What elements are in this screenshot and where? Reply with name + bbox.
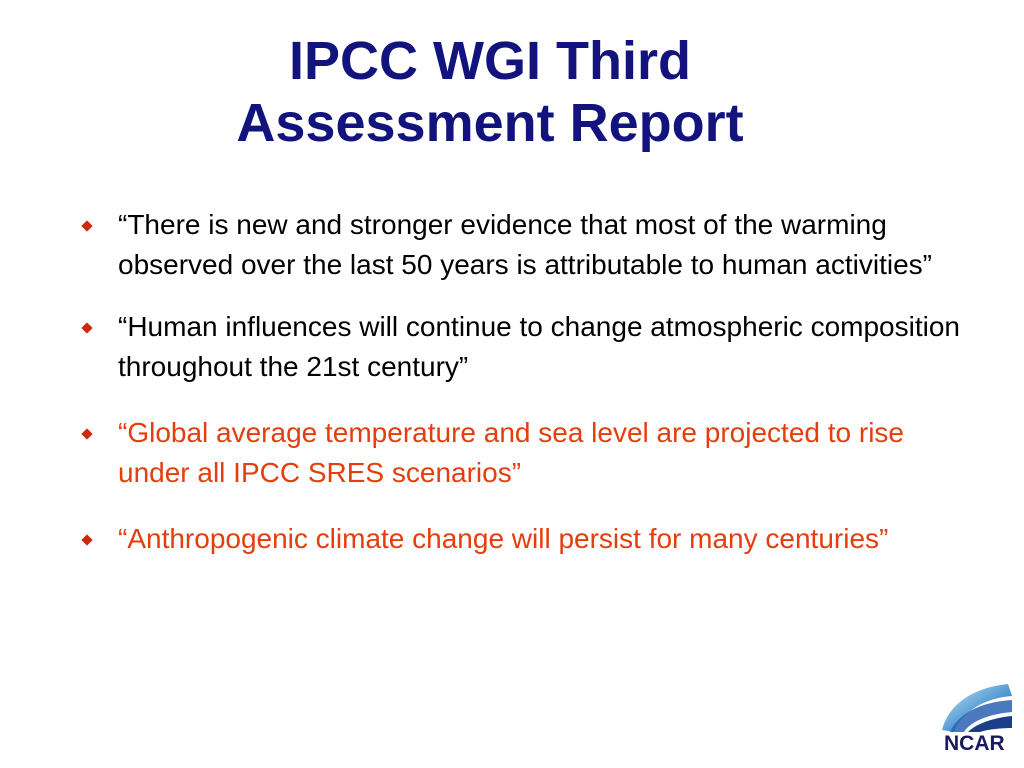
bullet-text: “There is new and stronger evidence that… — [118, 209, 932, 280]
bullet-item: “Global average temperature and sea leve… — [80, 413, 980, 493]
bullet-item: “Human influences will continue to chang… — [80, 307, 980, 387]
bullet-item: “Anthropogenic climate change will persi… — [80, 519, 980, 559]
ncar-logo: NCAR — [940, 678, 1016, 758]
logo-text: NCAR — [944, 732, 1005, 755]
bullet-list: “There is new and stronger evidence that… — [80, 205, 980, 559]
bullet-text: “Anthropogenic climate change will persi… — [118, 523, 889, 554]
bullet-text: “Human influences will continue to chang… — [118, 311, 960, 382]
slide-title: IPCC WGI Third Assessment Report — [0, 30, 980, 154]
title-line-1: IPCC WGI Third — [289, 31, 691, 91]
diamond-bullet-icon — [81, 322, 93, 334]
title-line-2: Assessment Report — [236, 93, 744, 153]
diamond-bullet-icon — [81, 220, 93, 232]
ncar-swoosh-icon — [942, 684, 1012, 732]
diamond-bullet-icon — [81, 428, 93, 440]
bullet-text: “Global average temperature and sea leve… — [118, 417, 904, 488]
bullet-item: “There is new and stronger evidence that… — [80, 205, 980, 285]
diamond-bullet-icon — [81, 534, 93, 546]
